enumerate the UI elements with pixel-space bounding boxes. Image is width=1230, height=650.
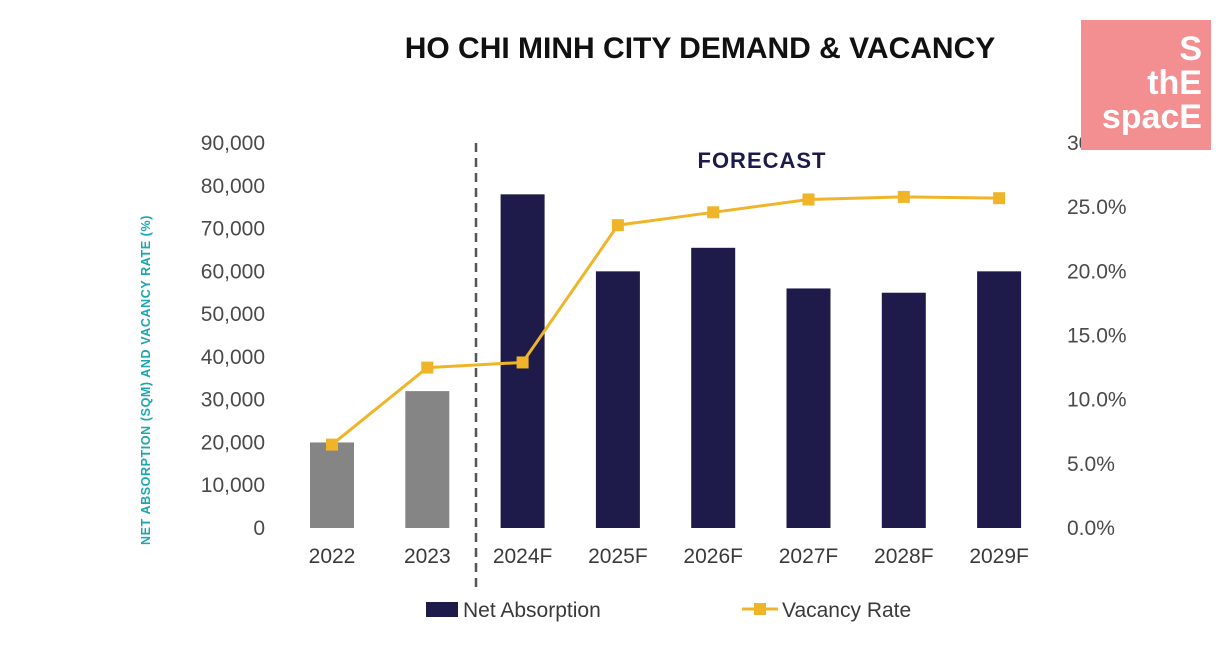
vacancy-rate-point [516, 356, 529, 369]
left-axis: 0 10,000 20,000 30,000 40,000 50,000 60,000 70,… [201, 132, 265, 540]
left-tick-label: 10,000 [201, 474, 265, 497]
x-tick-label: 2024F [493, 545, 553, 568]
the-space-logo: S thE spacE [1081, 20, 1211, 150]
x-tick-label: 2029F [969, 545, 1029, 568]
vacancy-rate-series [326, 190, 1006, 451]
x-tick-label: 2027F [779, 545, 839, 568]
right-tick-label: 25.0% [1067, 196, 1127, 219]
left-tick-label: 40,000 [201, 346, 265, 369]
bar-net-absorption [691, 247, 736, 529]
vacancy-rate-point [611, 219, 624, 232]
right-tick-label: 10.0% [1067, 389, 1127, 412]
bar-net-absorption [881, 292, 926, 528]
bar-net-absorption [786, 288, 831, 528]
bar-series [310, 194, 1022, 529]
right-tick-label: 0.0% [1067, 517, 1115, 540]
left-tick-label: 90,000 [201, 132, 265, 155]
left-tick-label: 30,000 [201, 389, 265, 412]
vacancy-rate-point [993, 192, 1006, 205]
vacancy-rate-point [326, 438, 338, 451]
left-tick-label: 0 [253, 517, 265, 540]
bar-net-absorption [310, 442, 354, 528]
left-tick-label: 60,000 [201, 260, 265, 283]
bar-net-absorption [977, 271, 1022, 528]
legend: Net Absorption Vacancy Rate [426, 599, 911, 622]
bar-net-absorption [405, 391, 450, 528]
x-tick-label: 2023 [404, 545, 451, 568]
left-tick-label: 80,000 [201, 175, 265, 198]
vacancy-rate-point [897, 190, 910, 203]
right-tick-label: 20.0% [1067, 260, 1127, 283]
forecast-label: FORECAST [698, 148, 827, 173]
legend-label-vacancy-rate: Vacancy Rate [782, 599, 911, 622]
right-tick-label: 15.0% [1067, 325, 1127, 348]
legend-label-net-absorption: Net Absorption [463, 599, 601, 622]
legend-marker-vacancy-rate [754, 603, 766, 615]
logo-line-2: thE [1147, 64, 1202, 102]
vacancy-rate-point [707, 206, 720, 219]
logo-background [1081, 20, 1211, 150]
chart-title: HO CHI MINH CITY DEMAND & VACANCY [405, 32, 996, 65]
bar-net-absorption [595, 271, 640, 528]
y-axis-label: NET ABSORPTION (SQM) AND VACANCY RATE (%… [139, 215, 153, 545]
left-tick-label: 50,000 [201, 303, 265, 326]
right-tick-label: 5.0% [1067, 453, 1115, 476]
x-axis: 2022 2023 2024F 2025F 2026F 2027F 2028F 2029F [309, 545, 1029, 568]
x-tick-label: 2022 [309, 545, 356, 568]
logo-line-3: spacE [1102, 98, 1202, 136]
right-axis: 0.0%5.0%10.0%15.0%20.0%25.0%30.0% [1067, 132, 1127, 540]
x-tick-label: 2026F [683, 545, 743, 568]
logo-line-1: S [1179, 30, 1202, 68]
left-tick-label: 20,000 [201, 431, 265, 454]
left-tick-label: 70,000 [201, 218, 265, 241]
legend-swatch-net-absorption [426, 602, 458, 617]
vacancy-rate-point [421, 361, 434, 374]
vacancy-rate-line [331, 195, 1000, 446]
x-tick-label: 2025F [588, 545, 648, 568]
x-tick-label: 2028F [874, 545, 934, 568]
vacancy-rate-point [802, 193, 815, 206]
